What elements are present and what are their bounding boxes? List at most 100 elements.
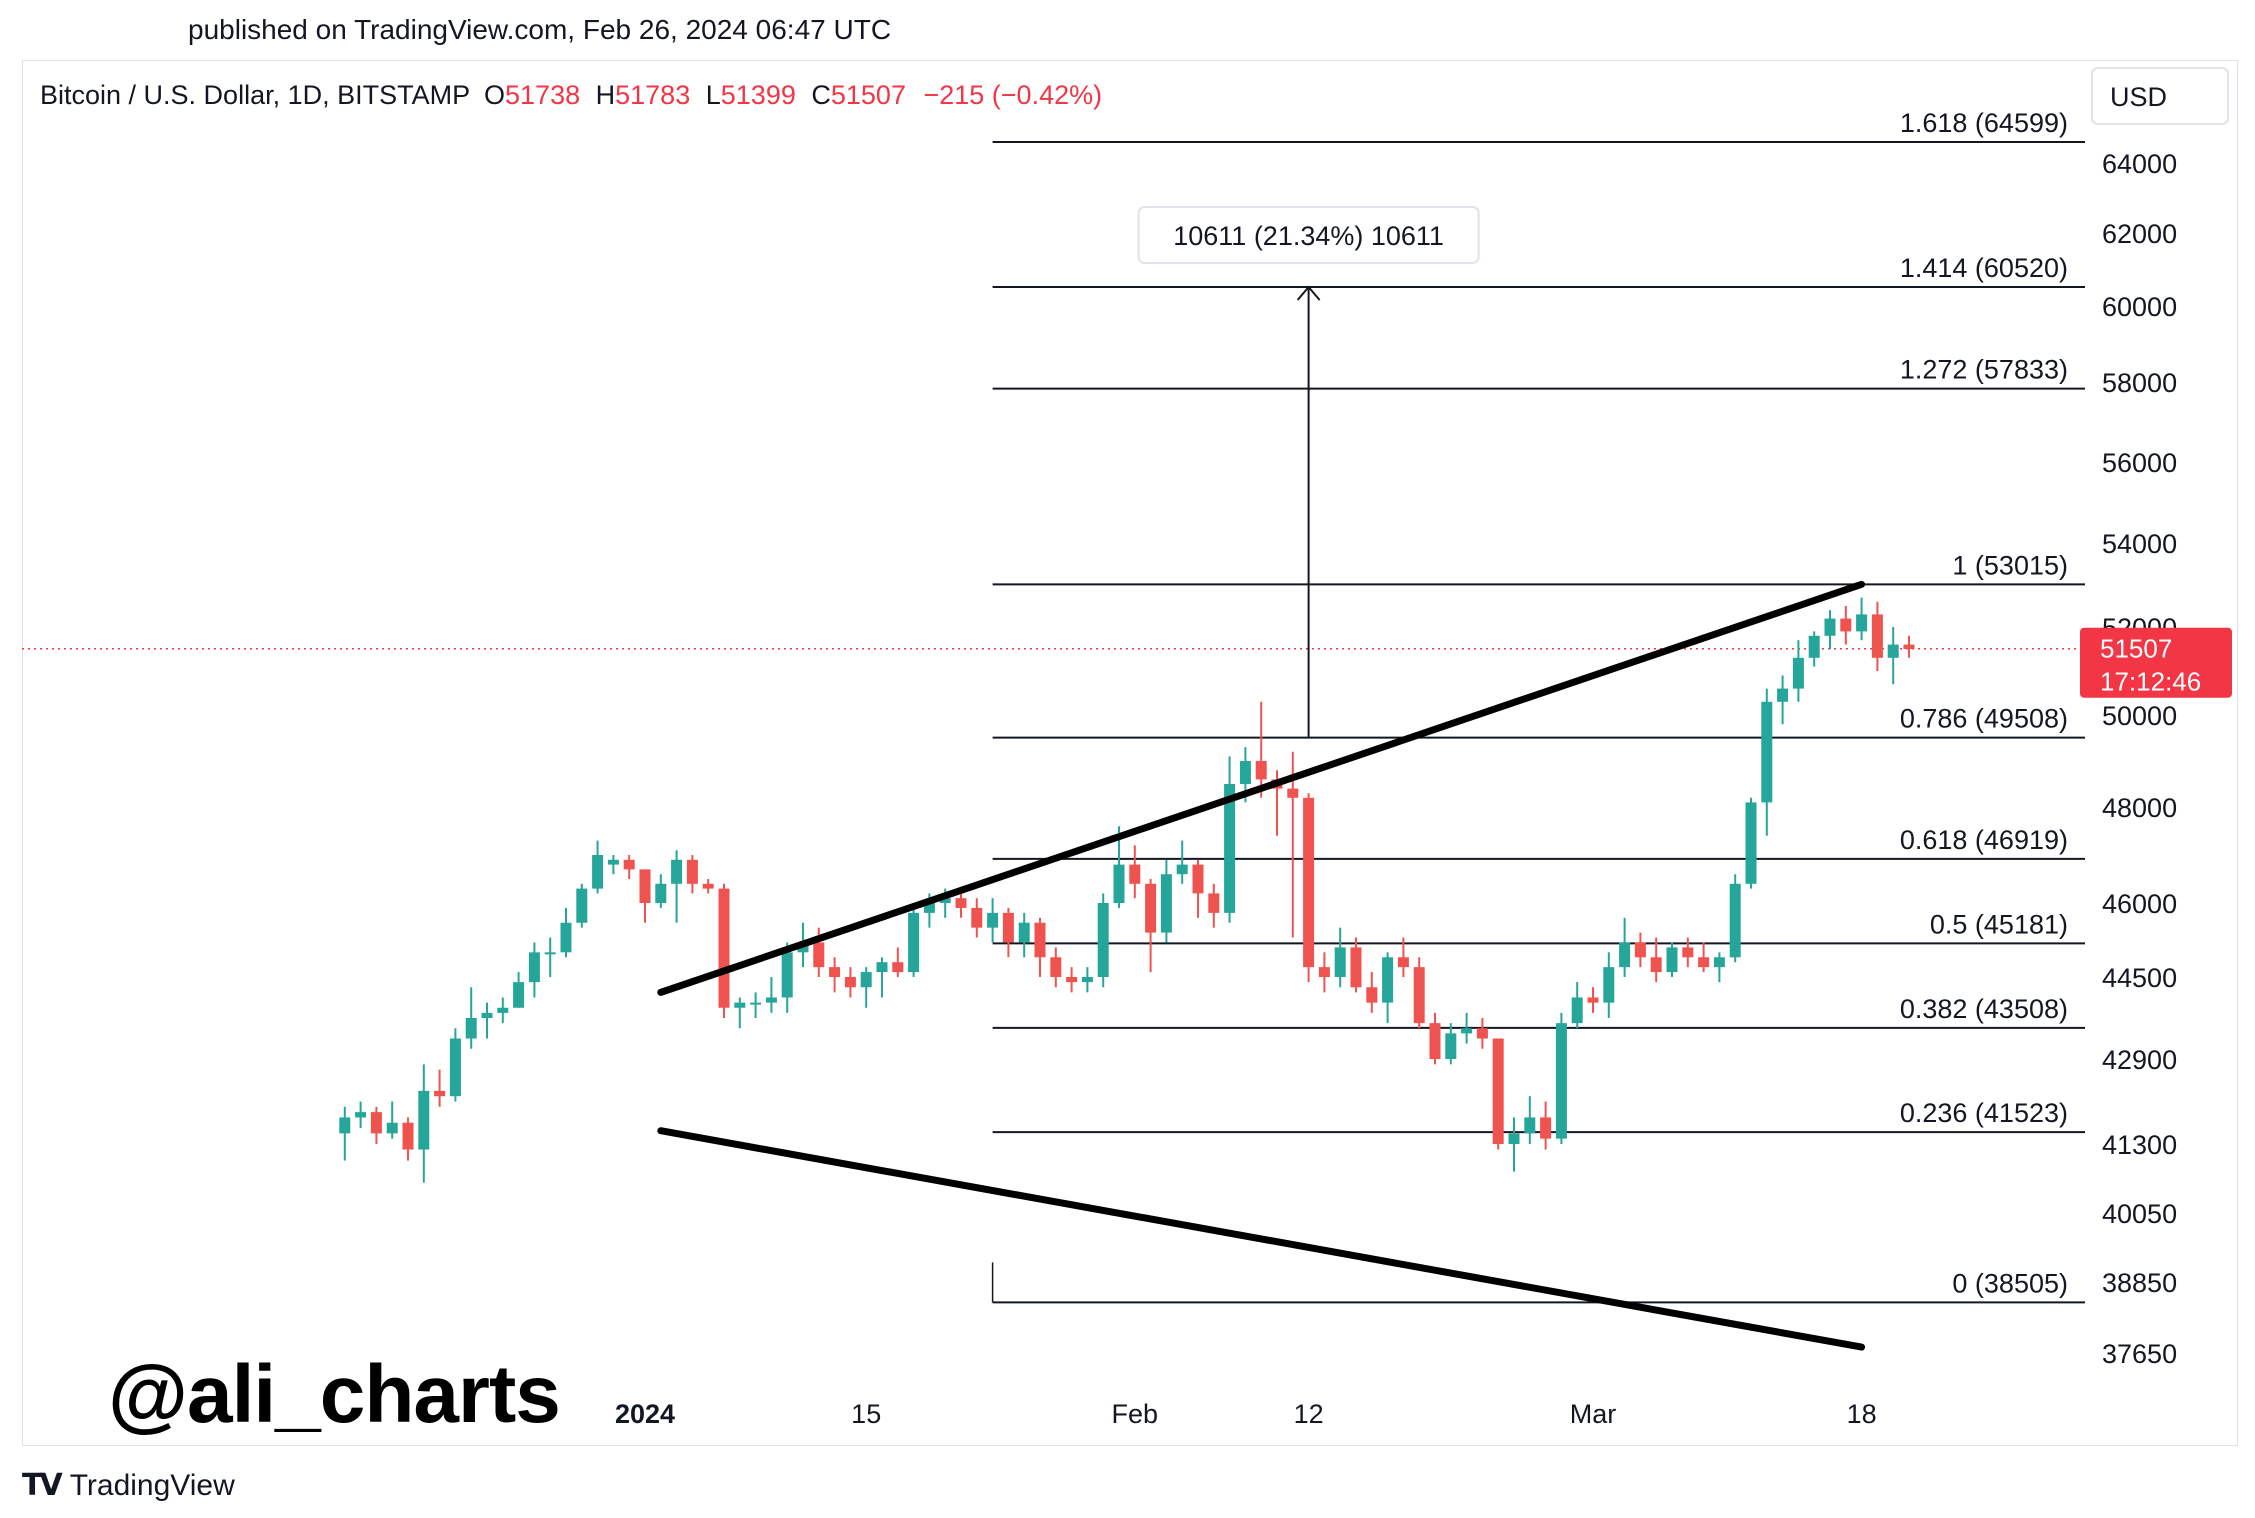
fib-level-label-6: 0.5 (45181) — [1930, 909, 2068, 939]
candle-body-7 — [449, 1038, 461, 1097]
candle-body-85 — [1682, 947, 1694, 958]
chart-legend: Bitcoin / U.S. Dollar, 1D, BITSTAMP O517… — [40, 80, 1102, 110]
y-tick-label-8: 48000 — [2102, 793, 2177, 823]
fib-level-label-3: 1 (53015) — [1952, 550, 2068, 580]
candle-body-6 — [434, 1090, 446, 1097]
candle-body-2 — [370, 1112, 382, 1134]
candle-body-31 — [829, 967, 841, 977]
candle-body-61 — [1303, 797, 1315, 968]
y-tick-label-2: 60000 — [2102, 292, 2177, 322]
candle-body-70 — [1445, 1033, 1457, 1059]
candle-body-40 — [971, 907, 983, 928]
candles — [339, 597, 1915, 1183]
candle-body-47 — [1081, 977, 1093, 983]
candle-body-72 — [1476, 1028, 1488, 1039]
candle-body-17 — [607, 859, 619, 865]
candle-body-99 — [1903, 644, 1915, 649]
candle-body-66 — [1382, 957, 1394, 1003]
candle-body-74 — [1508, 1133, 1520, 1144]
candle-body-71 — [1461, 1028, 1473, 1034]
measure-label: 10611 (21.34%) 10611 — [1173, 221, 1444, 251]
tradingview-logo-name: TradingView — [69, 1468, 235, 1502]
trendlines — [657, 580, 1866, 1351]
trendline-1 — [657, 1127, 1866, 1351]
candle-body-26 — [750, 1002, 762, 1005]
candle-body-87 — [1713, 957, 1725, 968]
axes: 6400062000600005800056000540005200050000… — [615, 149, 2177, 1429]
tradingview-logo[interactable]: TV TradingView — [22, 1468, 235, 1503]
candle-body-58 — [1255, 761, 1267, 780]
x-tick-label-5: 18 — [1847, 1399, 1877, 1429]
candle-body-95 — [1840, 618, 1852, 632]
candle-body-0 — [339, 1117, 351, 1134]
fib-level-label-8: 0.236 (41523) — [1900, 1098, 2068, 1128]
measure-label-box — [1137, 206, 1480, 265]
candle-body-22 — [686, 859, 698, 884]
candle-body-88 — [1729, 883, 1741, 958]
candle-body-45 — [1050, 957, 1062, 977]
y-tick-label-15: 37650 — [2102, 1339, 2177, 1369]
candle-body-12 — [528, 952, 540, 983]
candle-body-60 — [1287, 788, 1299, 798]
last-price-badge: 51507 17:12:46 — [2080, 627, 2232, 698]
fib-level-label-7: 0.382 (43508) — [1900, 994, 2068, 1024]
candle-body-86 — [1698, 957, 1710, 968]
candle-body-13 — [544, 952, 556, 955]
candle-body-42 — [1002, 912, 1014, 943]
candle-body-24 — [718, 888, 730, 1008]
candle-body-97 — [1871, 614, 1883, 658]
candle-body-5 — [418, 1090, 430, 1150]
candle-body-83 — [1650, 957, 1662, 973]
candle-body-32 — [844, 977, 856, 988]
candle-body-79 — [1587, 997, 1599, 1003]
last-price-value: 51507 — [2100, 634, 2172, 664]
candle-body-98 — [1887, 644, 1899, 658]
candle-body-21 — [671, 859, 683, 884]
candle-body-84 — [1666, 947, 1678, 973]
y-tick-label-11: 42900 — [2102, 1045, 2177, 1075]
candle-body-49 — [1113, 864, 1125, 903]
candle-body-51 — [1145, 883, 1157, 933]
candle-body-39 — [955, 898, 967, 908]
measure-arrow-head — [1296, 285, 1321, 301]
bar-countdown: 17:12:46 — [2100, 667, 2201, 697]
candle-body-77 — [1555, 1023, 1567, 1139]
fibonacci-extension: 1.618 (64599) 1.414 (60520) 1.272 (57833) 1… — [991, 108, 2085, 1304]
x-tick-label-2: Feb — [1112, 1399, 1159, 1429]
candle-body-37 — [923, 903, 935, 913]
candle-body-89 — [1745, 802, 1757, 884]
y-tick-label-13: 40050 — [2102, 1199, 2177, 1229]
candle-body-52 — [1160, 874, 1172, 933]
y-tick-label-7: 50000 — [2102, 701, 2177, 731]
fib-level-label-0: 1.618 (64599) — [1900, 108, 2068, 138]
candle-body-10 — [497, 1007, 509, 1013]
candle-body-38 — [939, 898, 951, 903]
candle-body-73 — [1492, 1038, 1504, 1144]
candle-body-23 — [702, 883, 714, 889]
y-tick-label-14: 38850 — [2102, 1268, 2177, 1298]
y-tick-label-9: 46000 — [2102, 889, 2177, 919]
x-tick-label-1: 15 — [851, 1399, 881, 1429]
candle-body-78 — [1571, 997, 1583, 1024]
y-tick-label-12: 41300 — [2102, 1130, 2177, 1160]
y-tick-label-1: 62000 — [2102, 219, 2177, 249]
published-note: published on TradingView.com, Feb 26, 20… — [188, 14, 892, 45]
candle-body-1 — [355, 1112, 367, 1118]
candle-body-11 — [513, 982, 525, 1008]
fib-level-label-4: 0.786 (49508) — [1900, 704, 2068, 734]
candle-body-43 — [1018, 922, 1030, 943]
candle-body-55 — [1208, 893, 1220, 913]
candle-body-65 — [1366, 987, 1378, 1003]
candle-body-18 — [623, 859, 635, 870]
candle-body-57 — [1239, 761, 1251, 784]
legend-symbol: Bitcoin / U.S. Dollar, 1D, BITSTAMP — [40, 80, 470, 110]
candle-body-33 — [860, 972, 872, 988]
currency-button[interactable]: USD — [2091, 67, 2229, 125]
trendline-0 — [657, 580, 1866, 996]
candle-body-68 — [1413, 967, 1425, 1024]
fib-level-label-5: 0.618 (46919) — [1900, 825, 2068, 855]
candle-body-4 — [402, 1122, 414, 1150]
candle-body-93 — [1808, 635, 1820, 658]
fib-level-label-1: 1.414 (60520) — [1900, 253, 2068, 283]
